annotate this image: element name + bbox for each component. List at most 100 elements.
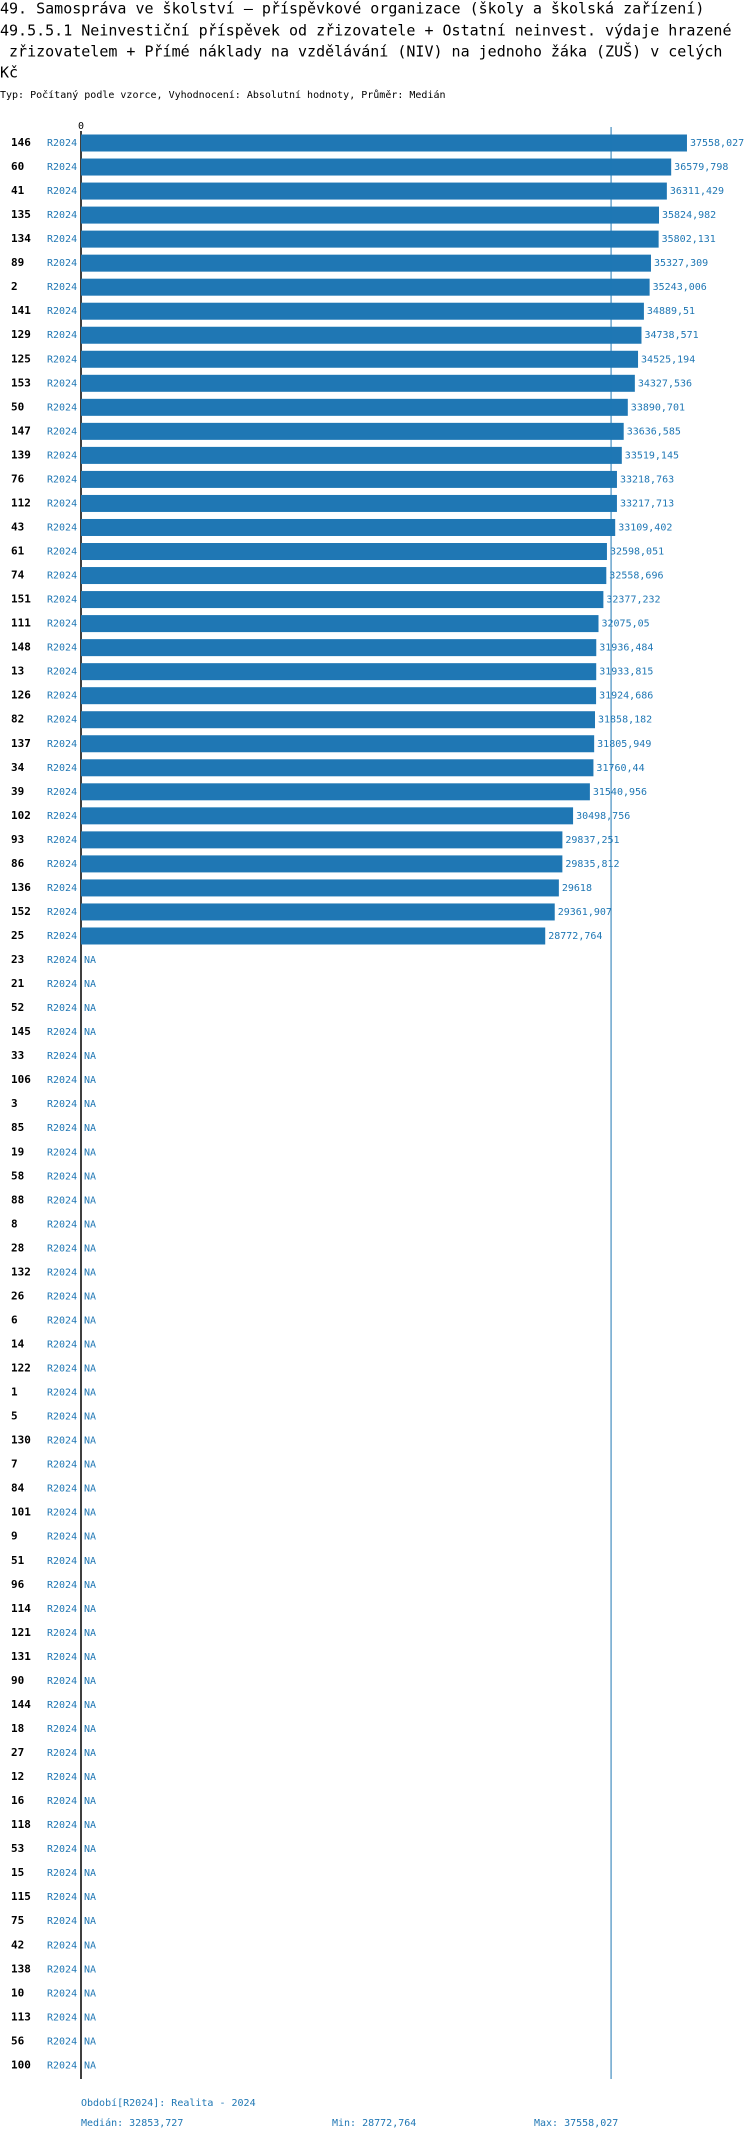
value-label: 35243,006 <box>653 282 707 293</box>
category-label: 113 <box>11 2010 31 2023</box>
value-label: NA <box>84 1051 96 1062</box>
category-label: 58 <box>11 1169 24 1182</box>
category-label: 56 <box>11 2034 25 2047</box>
category-label: 125 <box>11 352 31 365</box>
value-label: 35327,309 <box>654 258 708 269</box>
subtitle: Typ: Počítaný podle vzorce, Vyhodnocení:… <box>0 89 446 101</box>
period-label: R2024 <box>47 1051 77 1062</box>
footer-period: Období[R2024]: Realita - 2024 <box>81 2097 256 2109</box>
period-label: R2024 <box>47 811 77 822</box>
category-label: 75 <box>11 1914 24 1927</box>
value-label: NA <box>84 1436 96 1447</box>
value-label: NA <box>84 1075 96 1086</box>
category-label: 93 <box>11 833 24 846</box>
period-label: R2024 <box>47 835 77 846</box>
period-label: R2024 <box>47 1075 77 1086</box>
bar <box>81 422 624 440</box>
value-label: 33890,701 <box>631 402 685 413</box>
bar <box>81 494 617 512</box>
period-label: R2024 <box>47 354 77 365</box>
period-label: R2024 <box>47 474 77 485</box>
value-label: 32075,05 <box>602 619 650 630</box>
period-label: R2024 <box>47 1964 77 1975</box>
value-label: 34327,536 <box>638 378 692 389</box>
category-label: 101 <box>11 1506 31 1519</box>
category-label: 16 <box>11 1794 25 1807</box>
bar <box>81 711 596 729</box>
period-label: R2024 <box>47 162 77 173</box>
bar <box>81 446 622 464</box>
category-label: 118 <box>11 1818 31 1831</box>
value-label: NA <box>84 955 96 966</box>
value-label: 35802,131 <box>662 234 716 245</box>
category-label: 90 <box>11 1674 24 1687</box>
value-label: NA <box>84 2060 96 2071</box>
value-label: 36579,798 <box>674 162 728 173</box>
period-label: R2024 <box>47 763 77 774</box>
value-label: 29618 <box>562 883 592 894</box>
bar <box>81 350 639 368</box>
period-label: R2024 <box>47 1604 77 1615</box>
period-label: R2024 <box>47 1364 77 1375</box>
value-label: 33218,763 <box>620 474 674 485</box>
category-label: 14 <box>11 1338 25 1351</box>
chart-title: 49. Samospráva ve školství – příspěvkové… <box>0 0 704 18</box>
value-label: NA <box>84 1364 96 1375</box>
period-label: R2024 <box>47 498 77 509</box>
category-label: 7 <box>11 1458 18 1471</box>
bar <box>81 326 642 344</box>
value-label: NA <box>84 1580 96 1591</box>
period-label: R2024 <box>47 1460 77 1471</box>
period-label: R2024 <box>47 1988 77 1999</box>
value-label: 29837,251 <box>565 835 619 846</box>
bar <box>81 518 616 536</box>
value-label: 32558,696 <box>609 571 663 582</box>
period-label: R2024 <box>47 282 77 293</box>
period-label: R2024 <box>47 426 77 437</box>
value-label: 31933,815 <box>599 667 653 678</box>
bar <box>81 591 604 609</box>
bar <box>81 663 597 681</box>
period-label: R2024 <box>47 1123 77 1134</box>
category-label: 6 <box>11 1313 18 1326</box>
period-label: R2024 <box>47 1652 77 1663</box>
period-label: R2024 <box>47 1436 77 1447</box>
category-label: 132 <box>11 1265 31 1278</box>
category-label: 21 <box>11 977 25 990</box>
category-label: 138 <box>11 1962 31 1975</box>
category-label: 126 <box>11 689 31 702</box>
footer-min: Min: 28772,764 <box>332 2118 416 2129</box>
category-label: 84 <box>11 1482 25 1495</box>
category-label: 96 <box>11 1578 25 1591</box>
value-label: NA <box>84 1412 96 1423</box>
category-label: 60 <box>11 160 24 173</box>
value-label: NA <box>84 1123 96 1134</box>
chart-title: Kč <box>0 64 18 82</box>
value-label: 31540,956 <box>593 787 647 798</box>
category-label: 10 <box>11 1986 24 1999</box>
category-label: 28 <box>11 1241 24 1254</box>
category-label: 102 <box>11 809 31 822</box>
period-label: R2024 <box>47 1556 77 1567</box>
category-label: 51 <box>11 1554 25 1567</box>
category-label: 76 <box>11 472 25 485</box>
value-label: NA <box>84 979 96 990</box>
value-label: NA <box>84 1916 96 1927</box>
bar <box>81 687 597 705</box>
period-label: R2024 <box>47 1940 77 1951</box>
period-label: R2024 <box>47 258 77 269</box>
period-label: R2024 <box>47 1412 77 1423</box>
value-label: 33217,713 <box>620 498 674 509</box>
period-label: R2024 <box>47 1003 77 1014</box>
period-label: R2024 <box>47 883 77 894</box>
period-label: R2024 <box>47 619 77 630</box>
period-label: R2024 <box>47 907 77 918</box>
value-label: 31924,686 <box>599 691 653 702</box>
value-label: 33636,585 <box>627 426 681 437</box>
category-label: 111 <box>11 617 31 630</box>
value-label: NA <box>84 1604 96 1615</box>
period-label: R2024 <box>47 1532 77 1543</box>
period-label: R2024 <box>47 1219 77 1230</box>
category-label: 39 <box>11 785 24 798</box>
value-label: NA <box>84 1291 96 1302</box>
